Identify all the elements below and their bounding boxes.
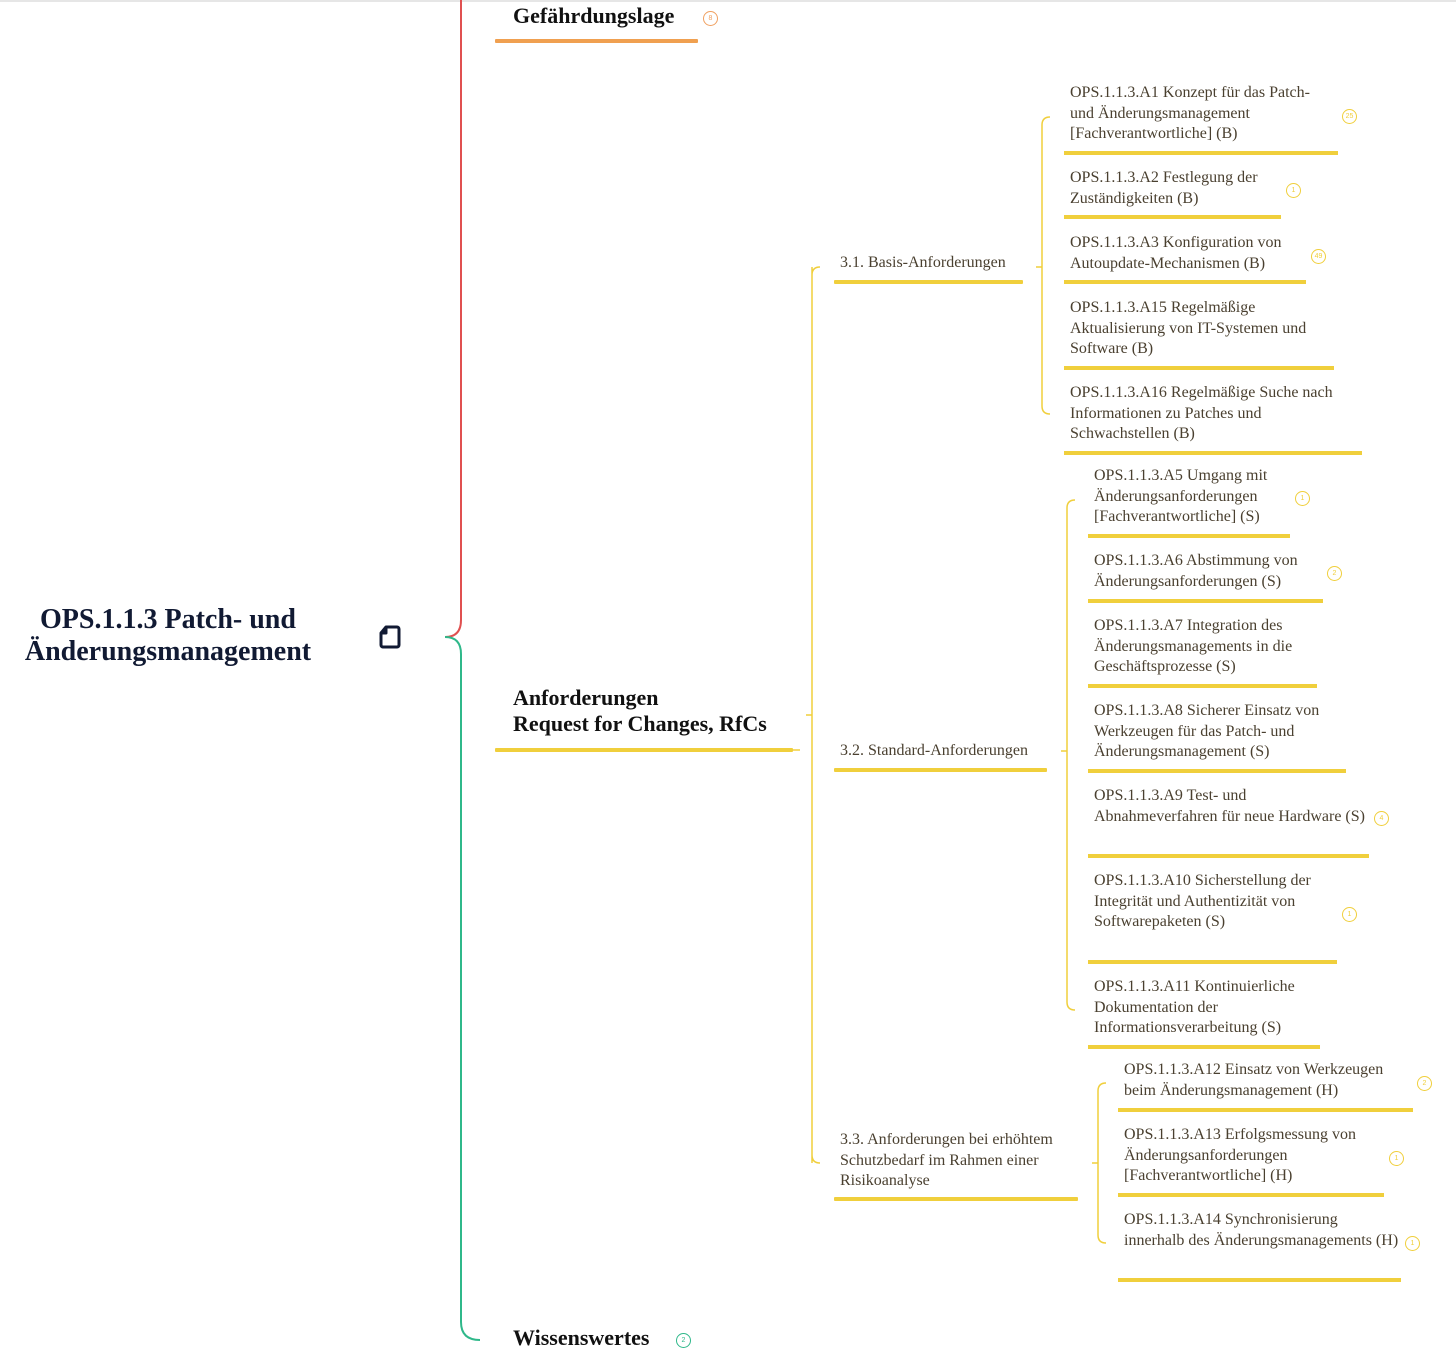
requirement-a9[interactable]: OPS.1.1.3.A9 Test- und Abnahmeverfahren …	[1088, 786, 1369, 858]
requirement-a16[interactable]: OPS.1.1.3.A16 Regelmäßige Suche nach Inf…	[1064, 383, 1362, 455]
requirement-a8[interactable]: OPS.1.1.3.A8 Sicherer Einsatz von Werkze…	[1088, 701, 1346, 773]
requirement-a10[interactable]: OPS.1.1.3.A10 Sicherstellung der Integri…	[1088, 871, 1337, 964]
requirement-a15[interactable]: OPS.1.1.3.A15 Regelmäßige Aktualisierung…	[1064, 298, 1334, 370]
requirement-a13[interactable]: OPS.1.1.3.A13 Erfolgsmessung von Änderun…	[1118, 1125, 1384, 1197]
underline	[834, 280, 1023, 284]
bracket-basis	[1036, 116, 1051, 415]
requirement-a11[interactable]: OPS.1.1.3.A11 Kontinuierliche Dokumentat…	[1088, 977, 1320, 1049]
green-branch-line	[444, 636, 481, 1341]
underline	[834, 768, 1047, 772]
root-title-line1: OPS.1.1.3 Patch- und	[40, 604, 296, 635]
bracket-standard	[1061, 499, 1076, 1011]
note-icon[interactable]	[378, 624, 402, 650]
requirement-a14[interactable]: OPS.1.1.3.A14 Synchronisierung innerhalb…	[1118, 1210, 1401, 1282]
count-badge: 2	[1417, 1076, 1432, 1091]
requirement-a7[interactable]: OPS.1.1.3.A7 Integration des Änderungsma…	[1088, 616, 1317, 688]
requirement-a5[interactable]: OPS.1.1.3.A5 Umgang mit Änderungsanforde…	[1088, 466, 1290, 538]
count-badge: 1	[1295, 491, 1310, 506]
requirement-a2[interactable]: OPS.1.1.3.A2 Festlegung der Zuständigkei…	[1064, 168, 1281, 219]
branch-wissenswertes[interactable]: Wissenswertes	[513, 1325, 650, 1350]
group-basis[interactable]: 3.1. Basis-Anforderungen	[840, 254, 1006, 271]
requirement-a1[interactable]: OPS.1.1.3.A1 Konzept für das Patch- und …	[1064, 83, 1338, 155]
count-badge: 4	[1374, 811, 1389, 826]
bracket-anforderungen	[793, 266, 821, 1164]
group-standard[interactable]: 3.2. Standard-Anforderungen	[840, 742, 1028, 759]
requirement-a3[interactable]: OPS.1.1.3.A3 Konfiguration von Autoupdat…	[1064, 233, 1306, 284]
red-branch-line	[444, 0, 462, 638]
underline	[495, 39, 698, 43]
bracket-erhoeht	[1092, 1082, 1107, 1244]
branch-label-line1: Anforderungen	[513, 685, 659, 710]
root-topic[interactable]: OPS.1.1.3 Patch- und Änderungsmanagement	[10, 604, 326, 668]
count-badge: 2	[676, 1333, 691, 1348]
count-badge: 1	[1405, 1236, 1420, 1251]
count-badge: 1	[1342, 907, 1357, 922]
branch-label-line2: Request for Changes, RfCs	[513, 711, 767, 736]
top-border	[0, 0, 1456, 2]
requirement-a12[interactable]: OPS.1.1.3.A12 Einsatz von Werkzeugen bei…	[1118, 1060, 1413, 1112]
count-badge: 1	[1286, 183, 1301, 198]
underline	[495, 748, 793, 752]
underline	[834, 1197, 1078, 1201]
root-title-line2: Änderungsmanagement	[24, 636, 312, 667]
count-badge: 49	[1311, 249, 1326, 264]
count-badge: 25	[1342, 109, 1357, 124]
count-badge: 2	[1327, 566, 1342, 581]
count-badge: 8	[703, 11, 718, 26]
branch-gefaehrdungslage[interactable]: Gefährdungslage	[513, 3, 675, 28]
group-erhoeht[interactable]: 3.3. Anforderungen bei erhöhtem Schutzbe…	[840, 1131, 1053, 1189]
count-badge: 1	[1389, 1151, 1404, 1166]
requirement-a6[interactable]: OPS.1.1.3.A6 Abstimmung von Änderungsanf…	[1088, 551, 1323, 603]
branch-anforderungen[interactable]: Anforderungen Request for Changes, RfCs	[513, 685, 767, 737]
